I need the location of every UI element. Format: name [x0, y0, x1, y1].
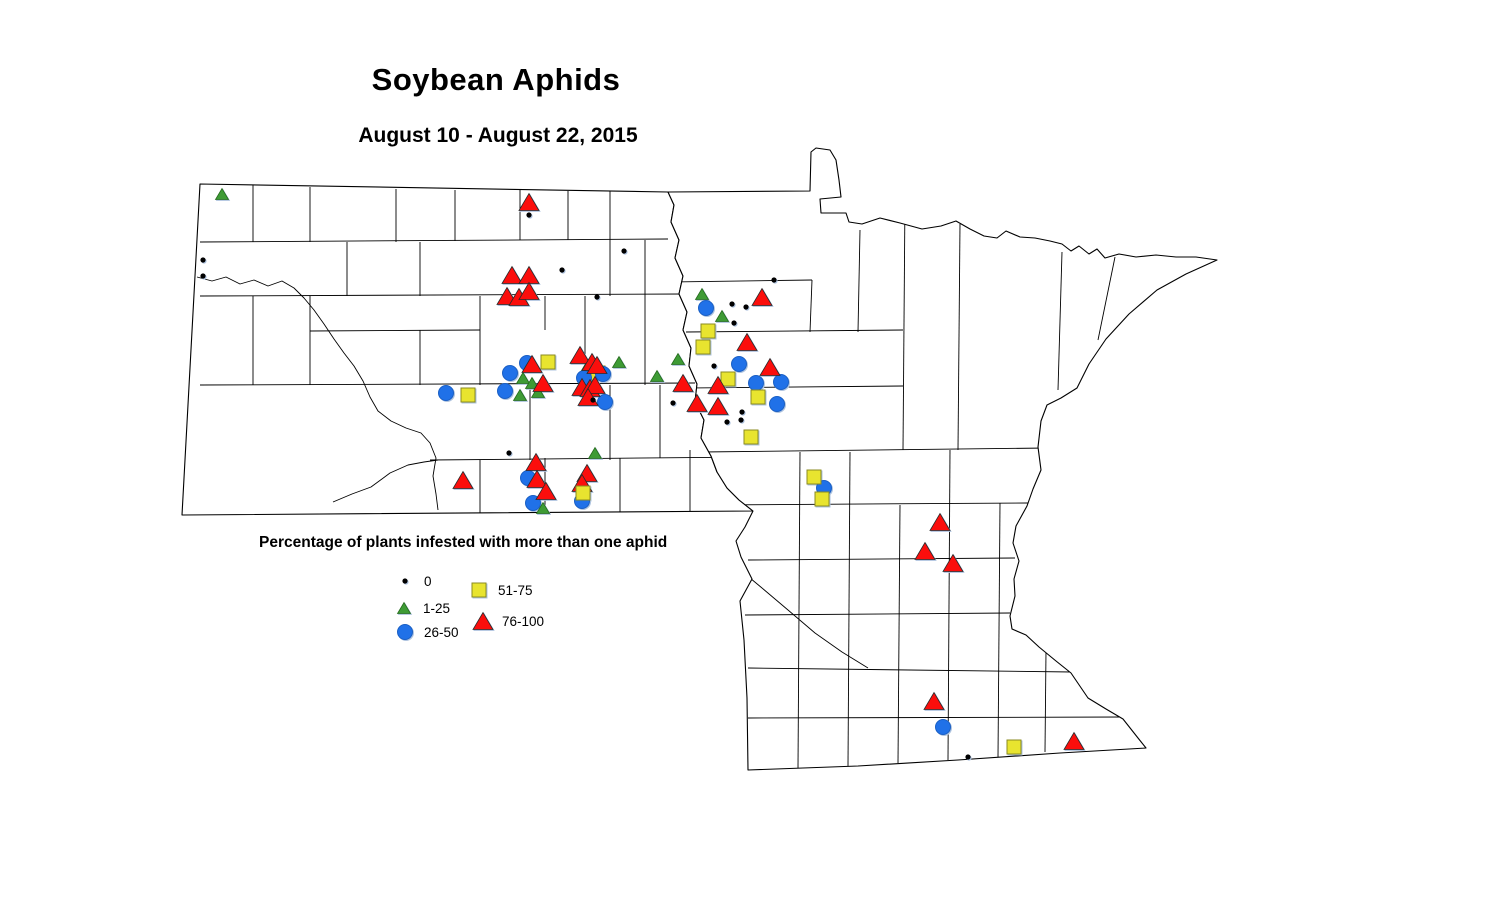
marker-1-25: [694, 287, 710, 300]
marker-51-75: [540, 354, 556, 370]
marker-76-100: [707, 396, 729, 415]
yellow-square-icon: [467, 578, 491, 602]
marker-1-25: [670, 352, 686, 365]
marker-0: [731, 320, 737, 326]
marker-76-100: [751, 287, 773, 306]
marker-1-25: [649, 369, 665, 382]
marker-76-100: [521, 354, 543, 373]
marker-51-75: [814, 491, 830, 507]
marker-0: [526, 212, 532, 218]
legend-item-0: 0: [393, 569, 432, 593]
marker-76-100: [535, 481, 557, 500]
marker-76-100: [586, 355, 608, 374]
marker-0: [739, 409, 745, 415]
marker-0: [771, 277, 777, 283]
marker-0: [506, 450, 512, 456]
marker-76-100: [518, 281, 540, 300]
marker-76-100: [914, 541, 936, 560]
legend-label: 26-50: [424, 624, 459, 640]
marker-76-100: [518, 192, 540, 211]
marker-26-50: [935, 719, 951, 735]
legend-item-51-75: 51-75: [467, 578, 533, 602]
marker-1-25: [512, 388, 528, 401]
marker-0: [670, 400, 676, 406]
marker-76-100: [501, 265, 523, 284]
legend-item-1-25: 1-25: [392, 596, 450, 620]
marker-0: [594, 294, 600, 300]
marker-0: [711, 363, 717, 369]
marker-76-100: [452, 470, 474, 489]
marker-76-100: [736, 332, 758, 351]
marker-51-75: [743, 429, 759, 445]
marker-1-25: [714, 309, 730, 322]
marker-26-50: [731, 356, 747, 372]
marker-76-100: [686, 393, 708, 412]
minnesota-outline: [667, 147, 1218, 771]
zero-dot-icon: [393, 569, 417, 593]
marker-51-75: [575, 485, 591, 501]
legend-label: 1-25: [423, 600, 451, 616]
legend-label: 76-100: [502, 613, 545, 629]
marker-51-75: [1006, 739, 1022, 755]
marker-1-25: [524, 376, 540, 389]
marker-0: [743, 304, 749, 310]
marker-0: [724, 419, 730, 425]
marker-76-100: [672, 373, 694, 392]
marker-1-25: [611, 355, 627, 368]
legend-item-76-100: 76-100: [471, 609, 544, 633]
marker-51-75: [460, 387, 476, 403]
marker-0: [965, 754, 971, 760]
marker-26-50: [769, 396, 785, 412]
marker-76-100: [526, 469, 548, 488]
marker-26-50: [438, 385, 454, 401]
date-range-subtitle: August 10 - August 22, 2015: [358, 124, 638, 147]
page-title: Soybean Aphids: [371, 62, 621, 97]
marker-0: [738, 417, 744, 423]
marker-76-100: [923, 691, 945, 710]
marker-26-50: [748, 375, 764, 391]
marker-26-50: [698, 300, 714, 316]
marker-76-100: [525, 452, 547, 471]
aphid-data-points: [200, 187, 1085, 760]
marker-0: [200, 273, 206, 279]
blue-circle-icon: [393, 620, 417, 644]
marker-0: [559, 267, 565, 273]
marker-26-50: [597, 394, 613, 410]
marker-51-75: [720, 371, 736, 387]
marker-76-100: [1063, 731, 1085, 750]
marker-51-75: [806, 469, 822, 485]
legend-item-26-50: 26-50: [393, 620, 459, 644]
minnesota-county-lines: [671, 195, 1125, 769]
legend-label: 0: [424, 573, 432, 589]
marker-51-75: [750, 389, 766, 405]
marker-1-25: [214, 187, 230, 200]
legend-label: 51-75: [498, 582, 533, 598]
marker-76-100: [707, 375, 729, 394]
marker-76-100: [584, 375, 606, 394]
marker-51-75: [695, 339, 711, 355]
legend-title: Percentage of plants infested with more …: [259, 534, 668, 551]
green-triangle-icon: [392, 596, 416, 620]
marker-1-25: [530, 385, 546, 398]
north-dakota-outline: [181, 183, 754, 516]
marker-76-100: [929, 512, 951, 531]
red-triangle-icon: [471, 609, 495, 633]
marker-76-100: [532, 373, 554, 392]
marker-76-100: [569, 345, 591, 364]
marker-1-25: [535, 501, 551, 514]
marker-0: [200, 257, 206, 263]
marker-76-100: [759, 357, 781, 376]
marker-26-50: [502, 365, 518, 381]
marker-0: [729, 301, 735, 307]
marker-0: [621, 248, 627, 254]
marker-26-50: [497, 383, 513, 399]
marker-0: [590, 397, 596, 403]
marker-51-75: [700, 323, 716, 339]
marker-26-50: [773, 374, 789, 390]
marker-76-100: [942, 553, 964, 572]
marker-1-25: [587, 446, 603, 459]
marker-1-25: [515, 371, 531, 384]
